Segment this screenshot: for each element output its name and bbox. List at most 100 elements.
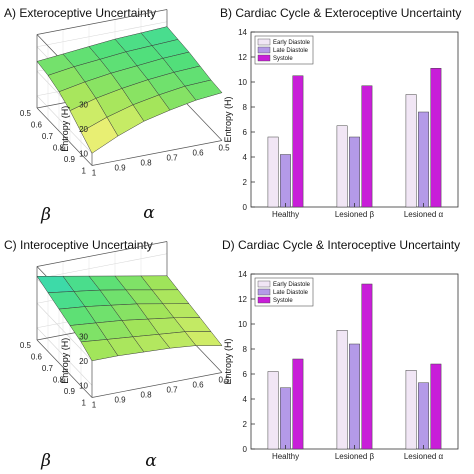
panel-a-title: A) Exteroceptive Uncertainty [4,6,156,20]
panel-d-legend-swatch [257,280,271,288]
panel-d-ylabel: Entropy (H) [223,338,233,384]
panel-d-xtick-label: Lesioned β [335,452,375,461]
panel-b-legend-label: Early Diastole [273,40,311,46]
panel-c-alpha-tick: 0.9 [114,396,126,405]
panel-b-ytick-label: 0 [243,203,248,212]
panel-b-bar-late-diastole [280,154,291,208]
panel-a-surface-patch [184,79,223,101]
panel-d-ytick-label: 10 [238,320,247,329]
panel-b-ytick-label: 6 [243,128,248,137]
panel-b-legend-swatch [257,46,271,54]
panel-d-bar-late-diastole [349,343,360,450]
panel-b-bar-systole [430,68,442,208]
panel-a-beta-tick: 0.7 [42,132,54,141]
panel-c-side-grid [36,327,93,386]
panel-a-beta-tick: 0.9 [64,155,76,164]
panel-c-box-edge [36,339,93,398]
panel-b-ytick-label: 10 [238,78,247,87]
panel-a-ztick-label: 10 [79,149,88,158]
panel-c-title: C) Interoceptive Uncertainty [4,238,153,252]
panel-d-ytick-label: 2 [243,420,248,429]
panel-c-alpha-tick: 0.6 [192,381,204,390]
panel-a-box-edge [91,140,223,166]
panel-a-ztick-label: 30 [79,100,88,109]
panel-d-ytick-label: 12 [238,295,247,304]
panel-d-title: D) Cardiac Cycle & Interoceptive Uncerta… [222,238,460,252]
panel-b-xtick-label: Healthy [272,210,299,219]
panel-b-title: B) Cardiac Cycle & Exteroceptive Uncerta… [220,6,461,20]
panel-d-bar-systole [361,283,373,450]
panel-a-alpha-tick: 0.6 [192,149,204,158]
panel-b-ytick-label: 12 [238,53,247,62]
panel-d-xtick-label: Healthy [272,452,299,461]
panel-b-bar-early-diastole [267,136,279,208]
panel-b-legend-label: Systole [273,56,293,62]
panel-c-beta-tick: 0.9 [64,387,76,396]
panel-c-alpha-tick: 0.8 [140,391,152,400]
panel-b-xtick-label: Lesioned α [404,210,444,219]
panel-d-legend-swatch [257,296,271,304]
panel-d-xtick-label: Lesioned α [404,452,444,461]
panel-b-legend-swatch [257,38,271,46]
panel-d-legend-label: Late Diastole [273,290,309,296]
panel-c-beta-label: β [40,451,51,471]
panel-a-alpha-tick: 0.9 [114,164,126,173]
panel-a-ztick-label: 20 [79,125,88,134]
panel-c-ztick-label: 30 [79,332,88,341]
panel-b-bar-systole [292,75,304,208]
panel-a-beta-label: β [40,205,51,225]
panel-d-ytick-label: 8 [243,345,248,354]
panel-b-bar-systole [361,85,373,208]
panel-d-bar-late-diastole [280,387,291,450]
panel-d-legend-label: Early Diastole [273,282,311,288]
panel-d-bar-early-diastole [267,371,279,450]
panel-d-ytick-label: 4 [243,395,248,404]
panel-d-bar-late-diastole [418,382,429,450]
panel-b-bar-early-diastole [336,125,348,208]
panel-b-xtick-label: Lesioned β [335,210,375,219]
panel-a-beta-tick: 1 [82,167,87,176]
panel-d-bar-chart: 0 2 4 6 8 10 12 14 Entropy (H) Healthy Lesioned β L… [223,270,459,461]
panel-a-alpha-tick: 0.7 [166,154,178,163]
panel-b-bar-late-diastole [349,136,360,208]
panel-c-surface-patch [184,331,223,346]
panel-c-beta-tick: 0.8 [53,376,65,385]
panel-d-ytick-label: 6 [243,370,248,379]
panel-a-zlabel: Entropy (H) [60,106,70,152]
panel-d-bar-early-diastole [405,370,417,450]
panel-a-beta-tick: 0.5 [20,109,32,118]
panel-b-ytick-label: 8 [243,103,248,112]
panel-c-beta-tick: 0.7 [42,364,54,373]
panel-b-ytick-label: 14 [238,28,247,37]
panel-c-box-edge [91,372,223,398]
panel-d-bar-systole [292,358,304,450]
panel-a-box-edge [36,107,93,166]
panel-b-legend-swatch [257,54,271,62]
panel-b-ylabel: Entropy (H) [223,96,233,142]
panel-b-bar-early-diastole [405,94,417,208]
panel-c-alpha-tick: 0.5 [218,376,230,385]
panel-c-back-grid [36,253,168,280]
panel-b-legend-label: Late Diastole [273,48,309,54]
panel-b-bar-chart: 0 2 4 6 8 10 12 14 Entropy (H) Healthy Lesioned β L… [223,28,459,219]
panel-c-side-grid [36,303,93,361]
panel-b-ytick-label: 2 [243,178,248,187]
panel-b-ytick-label: 4 [243,153,248,162]
panel-d-bar-early-diastole [336,330,348,450]
panel-c-alpha-tick: 0.7 [166,386,178,395]
panel-c-alpha-label: α [145,451,157,471]
panel-b-bar-late-diastole [418,111,429,208]
panel-a-beta-tick: 0.6 [31,121,43,130]
panel-c-beta-tick: 0.5 [20,341,32,350]
panel-c-box-edge [36,241,168,267]
panel-a-alpha-tick: 0.8 [140,159,152,168]
panel-d-bar-systole [430,363,442,450]
panel-c-ztick-label: 20 [79,357,88,366]
panel-d-legend-swatch [257,288,271,296]
panel-a-back-grid [36,21,168,48]
panel-a-alpha-label: α [143,203,155,223]
panel-d-ytick-label: 14 [238,270,247,279]
panel-c-beta-tick: 1 [82,399,87,408]
